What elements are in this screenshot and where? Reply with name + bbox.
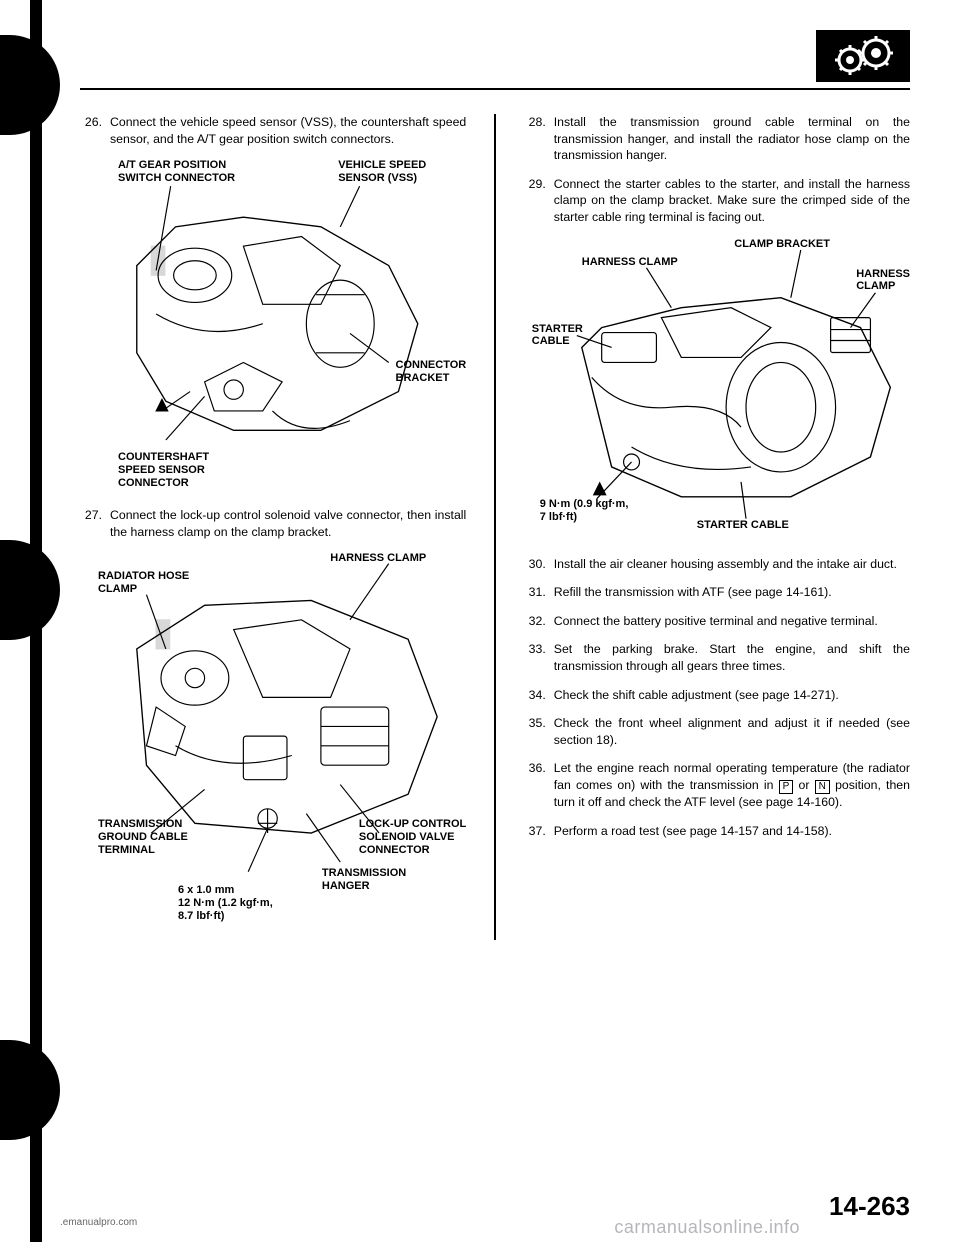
step-27: 27. Connect the lock-up control solenoid… [80,507,466,540]
figure-3: HARNESS CLAMP CLAMP BRACKET HARNESS CLAM… [532,238,910,538]
step-36-or: or [793,778,814,792]
step-text: Connect the starter cables to the starte… [554,176,910,226]
step-text: Perform a road test (see page 14-157 and… [554,823,910,840]
figure-2: HARNESS CLAMP RADIATOR HOSE CLAMP TRANSM… [98,552,466,922]
step-num: 30. [524,556,546,573]
step-32: 32. Connect the battery positive termina… [524,613,910,630]
step-text: Connect the vehicle speed sensor (VSS), … [110,114,466,147]
step-num: 29. [524,176,546,226]
step-33: 33. Set the parking brake. Start the eng… [524,641,910,674]
gear-icon [816,30,910,82]
step-text: Refill the transmission with ATF (see pa… [554,584,910,601]
step-num: 34. [524,687,546,704]
step-text: Check the front wheel alignment and adju… [554,715,910,748]
step-num: 32. [524,613,546,630]
step-28: 28. Install the transmission ground cabl… [524,114,910,164]
step-text: Let the engine reach normal operating te… [554,760,910,810]
page-number: 14-263 [829,1191,910,1222]
step-text: Connect the battery positive terminal an… [554,613,910,630]
header-rule [80,88,910,90]
step-text: Check the shift cable adjustment (see pa… [554,687,910,704]
step-num: 35. [524,715,546,748]
step-29: 29. Connect the starter cables to the st… [524,176,910,226]
gear-p-icon: P [779,780,794,794]
step-34: 34. Check the shift cable adjustment (se… [524,687,910,704]
step-26: 26. Connect the vehicle speed sensor (VS… [80,114,466,147]
step-num: 37. [524,823,546,840]
step-text: Connect the lock-up control solenoid val… [110,507,466,540]
step-num: 31. [524,584,546,601]
step-36: 36. Let the engine reach normal operatin… [524,760,910,810]
watermark: carmanualsonline.info [614,1217,800,1238]
step-37: 37. Perform a road test (see page 14-157… [524,823,910,840]
step-num: 26. [80,114,102,147]
step-num: 27. [80,507,102,540]
header-logo [80,30,910,82]
step-num: 36. [524,760,546,810]
step-31: 31. Refill the transmission with ATF (se… [524,584,910,601]
step-num: 33. [524,641,546,674]
step-30: 30. Install the air cleaner housing asse… [524,556,910,573]
figure-1: A/T GEAR POSITION SWITCH CONNECTOR VEHIC… [98,159,466,489]
step-35: 35. Check the front wheel alignment and … [524,715,910,748]
step-text: Install the transmission ground cable te… [554,114,910,164]
step-text: Install the air cleaner housing assembly… [554,556,910,573]
footer-source: .emanualpro.com [60,1217,137,1228]
gear-n-icon: N [815,780,830,794]
step-num: 28. [524,114,546,164]
step-text: Set the parking brake. Start the engine,… [554,641,910,674]
